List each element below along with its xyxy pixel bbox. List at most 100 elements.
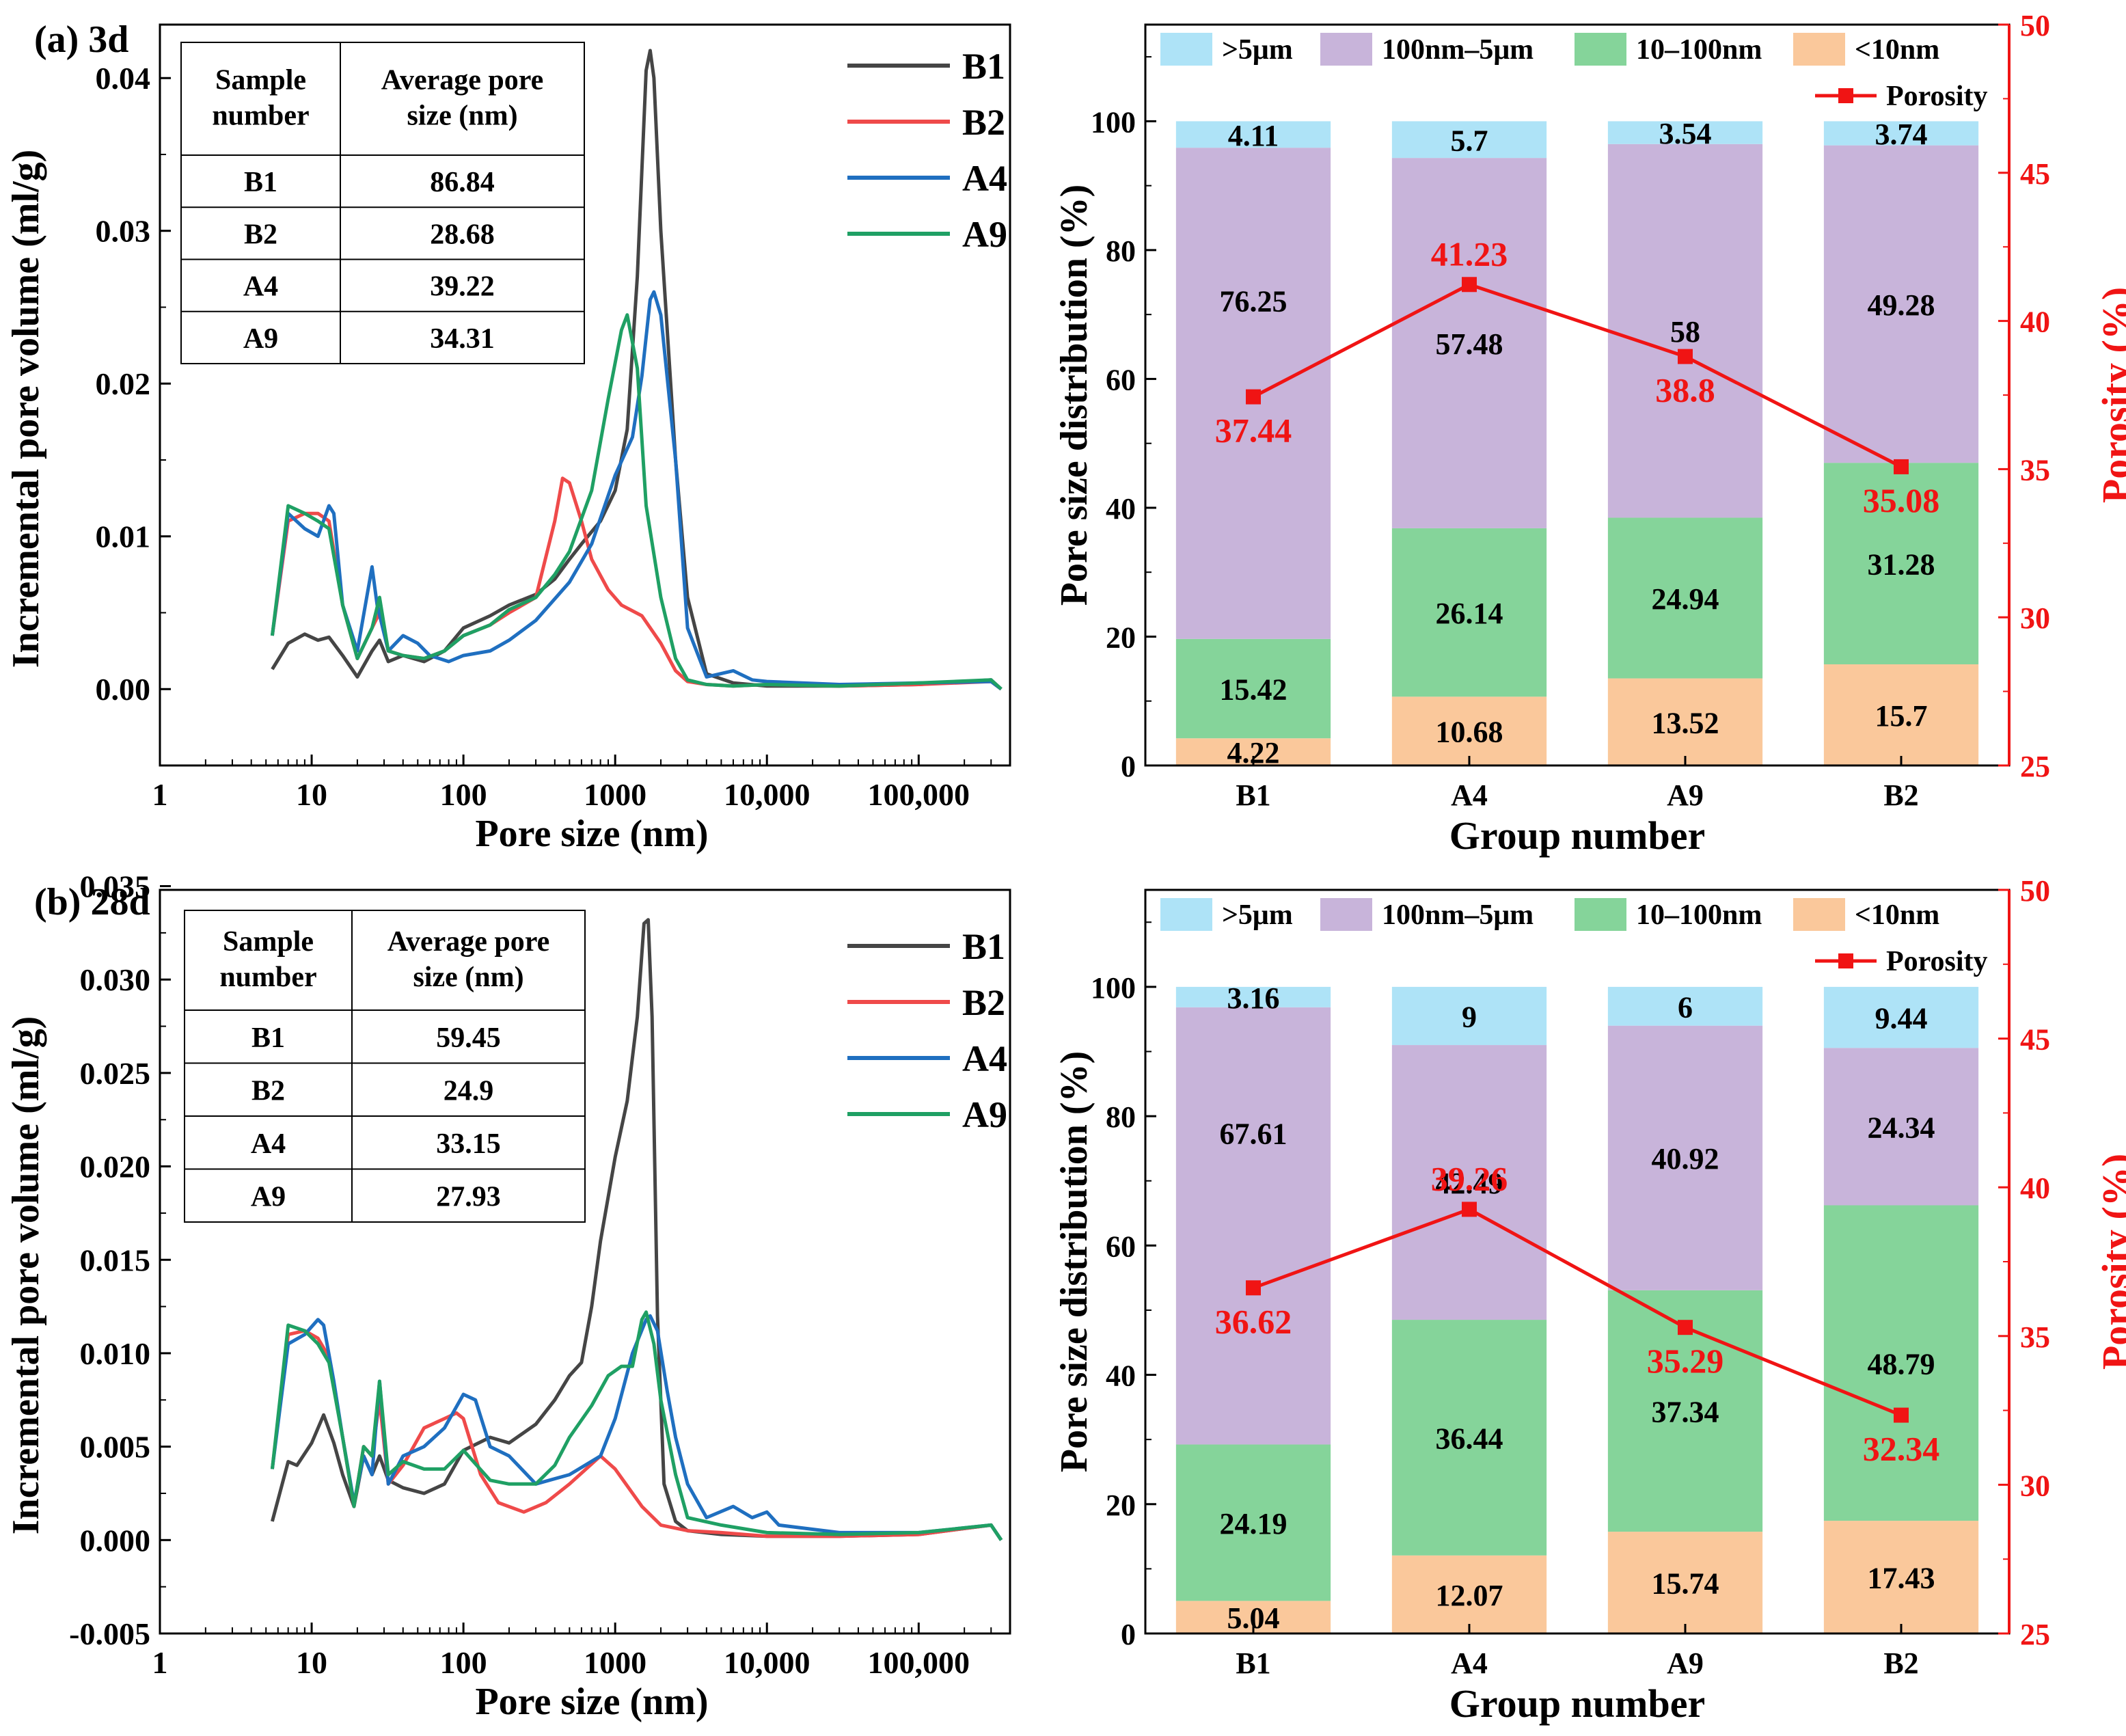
y-tick-label: 0.015: [80, 1243, 151, 1277]
y-tick-label: 0.01: [96, 519, 151, 554]
x-axis-title: Group number: [1449, 1681, 1705, 1726]
bar-value-label: 42.49: [1436, 1167, 1503, 1200]
bar-chart-b_right: 5.0424.1967.613.1612.0736.4442.49915.743…: [1053, 874, 2126, 1726]
porosity-value-label: 37.44: [1215, 411, 1292, 450]
y2-tick-label: 40: [2020, 1171, 2050, 1205]
table-cell: 33.15: [436, 1128, 501, 1160]
bar-segment-A4: [1391, 1320, 1547, 1556]
bar-segment-B2: [1823, 1521, 1979, 1633]
plot-frame: [159, 23, 1011, 767]
bar-segment-B2: [1823, 1048, 1979, 1206]
bar-value-label: 24.94: [1652, 582, 1719, 616]
bar-segment-B1: [1175, 638, 1331, 739]
average-pore-size-table: Sample number Average pore size (nm) B1 86.84…: [180, 42, 585, 364]
y-tick-label: 80: [1106, 1100, 1136, 1134]
y2-tick-label: 50: [2020, 9, 2050, 42]
x-category-label: A9: [1667, 778, 1704, 812]
bar-value-label: 5.7: [1451, 124, 1488, 157]
bar-value-label: 37.34: [1652, 1395, 1719, 1428]
plot-frame: [159, 889, 1011, 1635]
legend-label: >5μm: [1222, 34, 1293, 66]
bar-value-label: 26.14: [1436, 597, 1503, 630]
series-line-A9: [270, 313, 1003, 691]
bar-value-label: 6: [1678, 990, 1693, 1024]
y-tick-label: 0.035: [80, 869, 151, 904]
porosity-marker: [1894, 459, 1909, 474]
y-axis-title: Incremental pore volume (ml/g): [5, 1016, 47, 1534]
x-axis-title: Pore size (nm): [475, 1681, 708, 1723]
legend-label-A9: A9: [962, 1094, 1007, 1135]
legend-label-A4: A4: [962, 1038, 1007, 1079]
porosity-marker: [1678, 349, 1693, 364]
bar-segment-B1: [1175, 121, 1331, 148]
table-cell: B1: [251, 1022, 285, 1054]
legend-swatch: [1793, 898, 1845, 931]
y-tick-label: 20: [1106, 621, 1136, 654]
bar-segment-A4: [1391, 986, 1547, 1046]
y-tick-label: 100: [1091, 105, 1136, 139]
bar-segment-A9: [1607, 1025, 1763, 1290]
table-cell: 24.9: [444, 1075, 494, 1107]
bar-segment-B2: [1823, 986, 1979, 1048]
bar-segment-A4: [1391, 1045, 1547, 1320]
y-tick-label: 0.000: [80, 1523, 151, 1558]
table-cell: 34.31: [430, 323, 495, 355]
y2-tick-label: 45: [2020, 157, 2050, 191]
bar-segment-B2: [1823, 664, 1979, 765]
legend-porosity-marker: [1838, 88, 1853, 103]
y-tick-label: 80: [1106, 234, 1136, 268]
legend-swatch: [1160, 33, 1212, 66]
table-cell: A9: [251, 1181, 286, 1212]
bar-segment-A4: [1391, 528, 1547, 697]
legend-swatch: [1320, 33, 1372, 66]
table-cell: 28.68: [430, 219, 495, 250]
table-cell: A4: [243, 271, 278, 303]
y2-tick-label: 40: [2020, 306, 2050, 339]
bar-value-label: 67.61: [1220, 1117, 1287, 1151]
x-tick-label: 1000: [584, 777, 646, 812]
y2-axis-title: Porosity (%): [2094, 287, 2126, 503]
bar-segment-A4: [1391, 158, 1547, 528]
x-tick-label: 10,000: [724, 1645, 810, 1680]
legend-label-B2: B2: [962, 102, 1005, 143]
legend-label: Porosity: [1886, 81, 1988, 112]
porosity-marker: [1678, 1320, 1693, 1335]
y2-tick-label: 25: [2020, 750, 2050, 783]
table-header: Average pore: [387, 926, 550, 958]
legend-label: >5μm: [1222, 899, 1293, 931]
x-tick-label: 1: [152, 777, 168, 812]
bar-segment-B2: [1823, 463, 1979, 665]
x-tick-label: 1: [152, 1645, 168, 1680]
legend-swatch: [1320, 898, 1372, 931]
panel-label: (b) 28d: [34, 881, 150, 923]
bar-segment-A9: [1607, 1532, 1763, 1633]
bar-value-label: 49.28: [1868, 288, 1935, 322]
bar-segment-A9: [1607, 517, 1763, 679]
y-tick-label: 60: [1106, 363, 1136, 396]
porosity-value-label: 35.08: [1863, 481, 1940, 519]
y2-tick-label: 45: [2020, 1023, 2050, 1057]
table-frame: [184, 910, 586, 1223]
porosity-marker: [1246, 389, 1261, 405]
bar-segment-B2: [1823, 1205, 1979, 1521]
table-cell: 27.93: [436, 1181, 501, 1212]
bar-value-label: 24.34: [1868, 1111, 1935, 1144]
porosity-marker: [1462, 277, 1477, 293]
bar-segment-A9: [1607, 144, 1763, 518]
bar-value-label: 40.92: [1652, 1142, 1719, 1176]
bar-segment-B2: [1823, 121, 1979, 146]
legend-label-A9: A9: [962, 214, 1007, 255]
y-axis-title: Pore size distribution (%): [1053, 1051, 1095, 1472]
bar-value-label: 17.43: [1868, 1562, 1935, 1595]
x-category-label: B2: [1883, 778, 1918, 812]
y-tick-label: 0.02: [96, 366, 151, 401]
y-tick-label: 0.04: [96, 61, 151, 96]
bar-value-label: 12.07: [1436, 1579, 1503, 1612]
x-category-label: A4: [1451, 778, 1488, 812]
bar-value-label: 31.28: [1868, 548, 1935, 582]
bar-value-label: 15.42: [1220, 673, 1287, 707]
porosity-marker: [1894, 1407, 1909, 1423]
x-tick-label: 10: [296, 777, 327, 812]
x-tick-label: 100,000: [868, 1645, 970, 1680]
